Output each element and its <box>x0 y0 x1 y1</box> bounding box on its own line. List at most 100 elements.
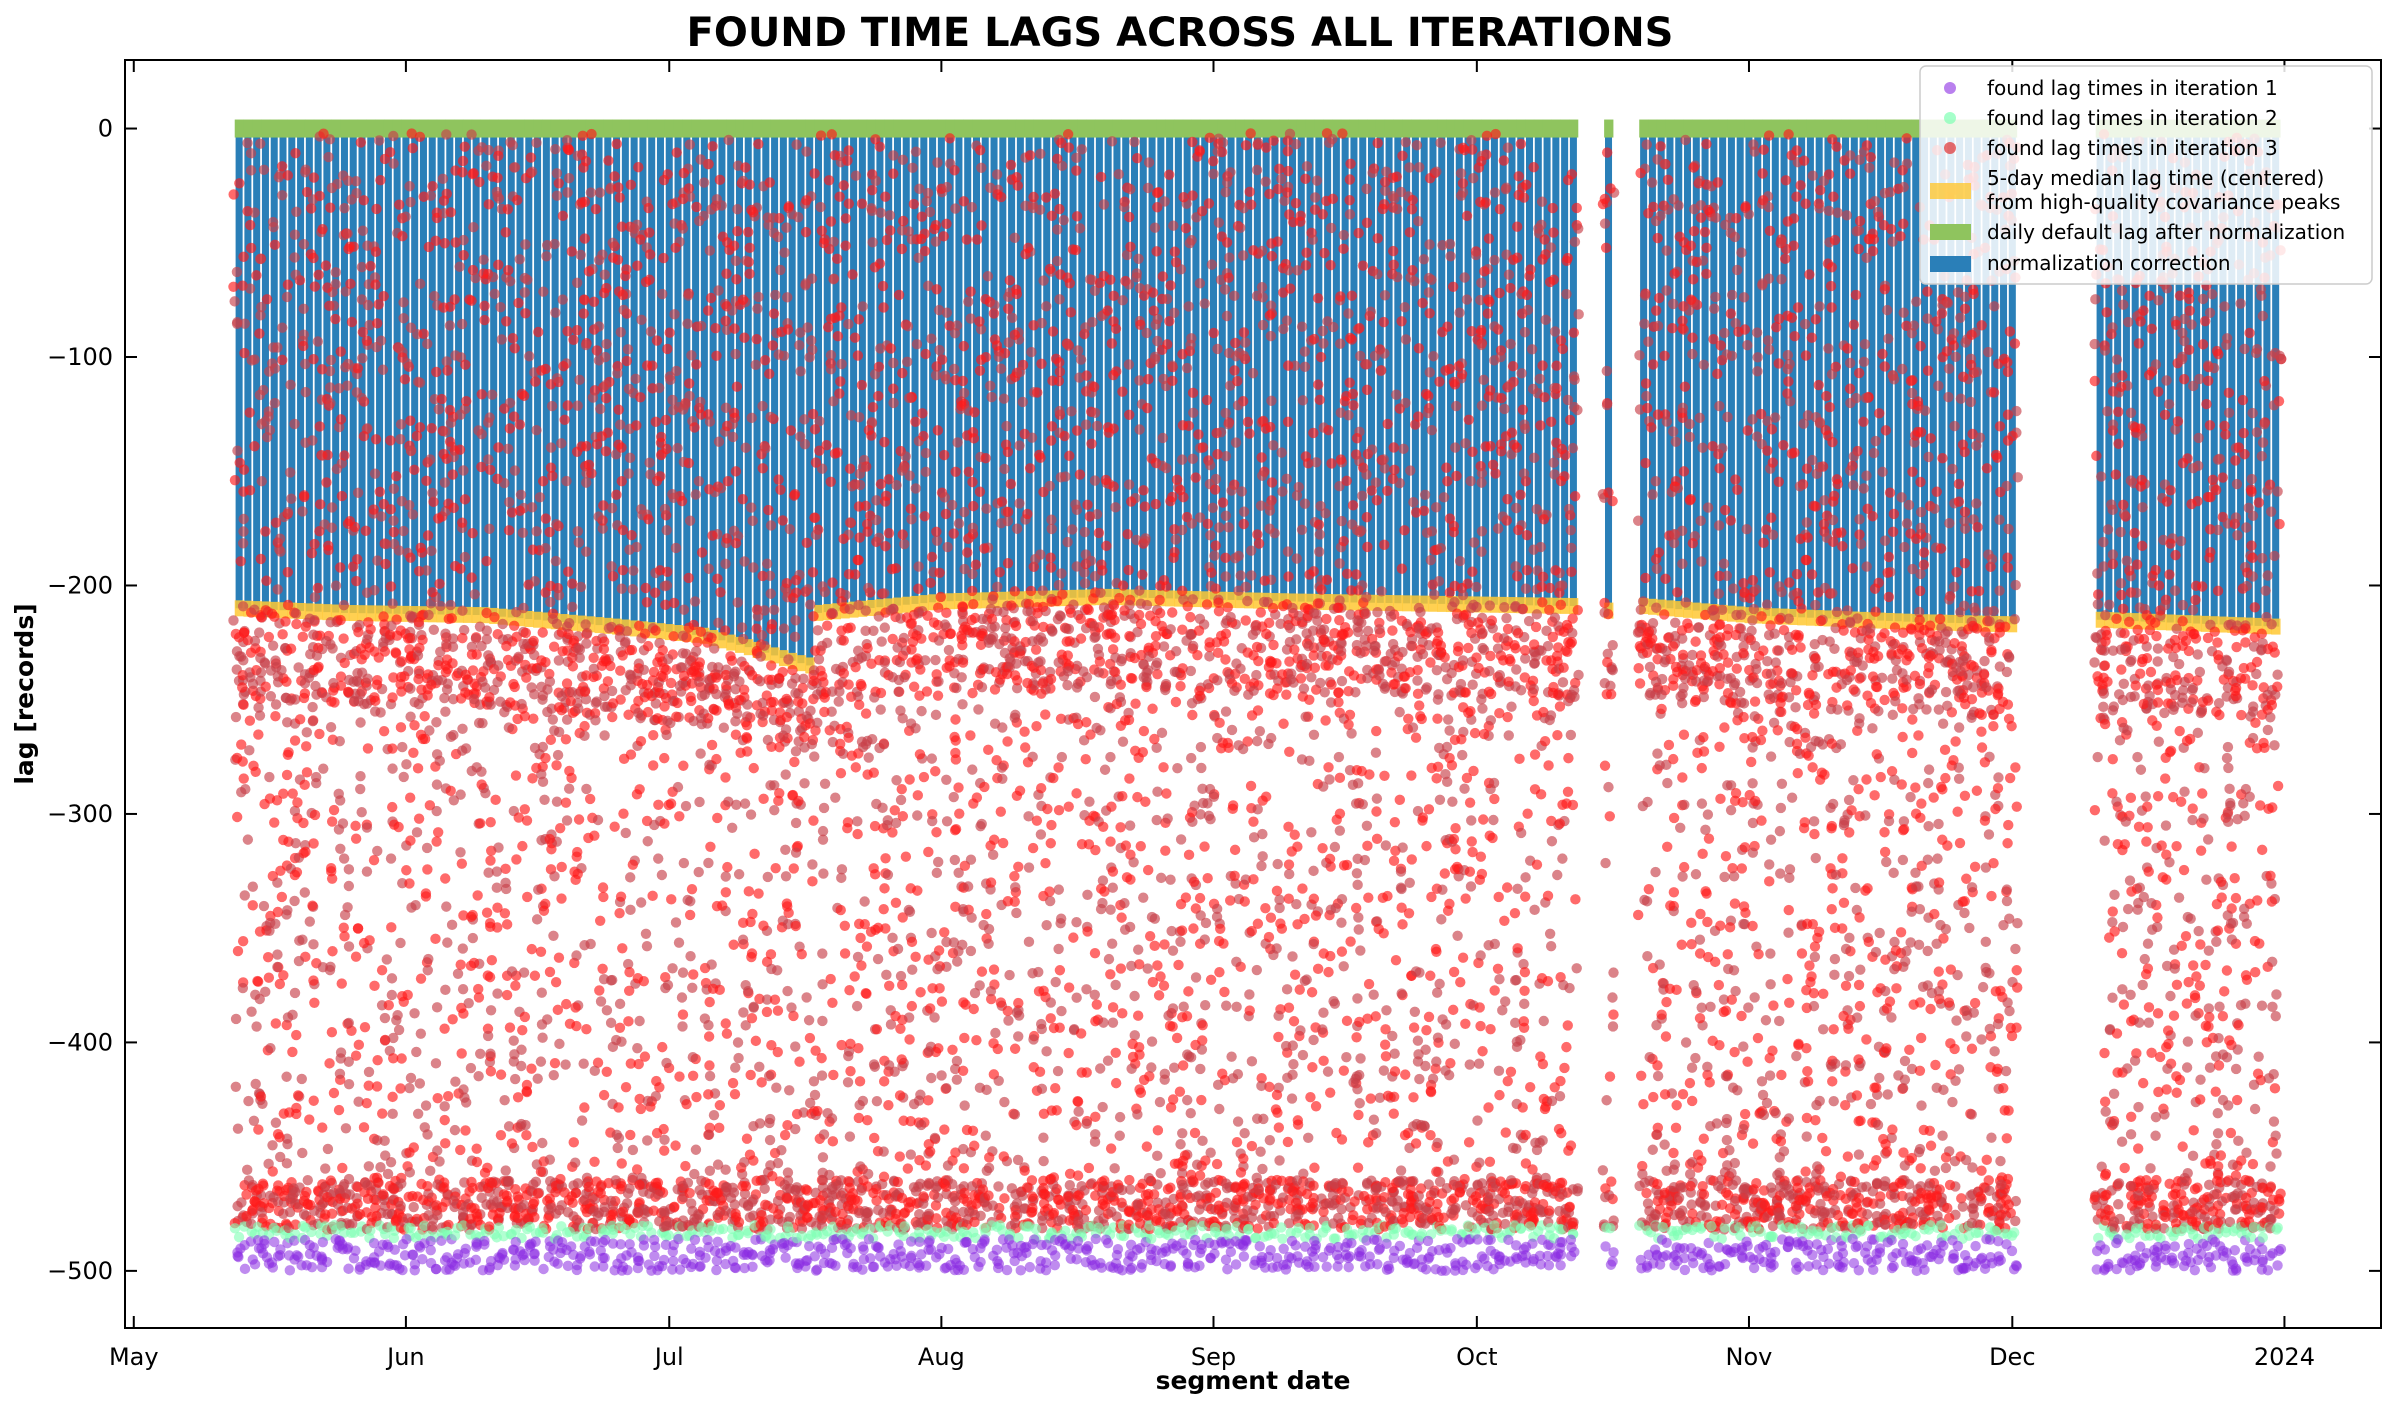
iteration-3-point <box>323 540 334 552</box>
iteration-3-point <box>594 985 605 996</box>
iteration-3-point <box>526 1063 537 1074</box>
iteration-3-point <box>827 1136 839 1147</box>
iteration-3-point <box>493 150 504 161</box>
iteration-3-point <box>888 150 899 161</box>
correction-bar <box>1245 128 1253 601</box>
iteration-1-point <box>617 1261 629 1273</box>
iteration-3-point <box>579 233 590 244</box>
default-lag-bar <box>568 119 578 138</box>
correction-bar <box>1877 128 1885 621</box>
correction-bar <box>911 128 919 604</box>
iteration-3-point <box>835 376 846 387</box>
iteration-3-point <box>272 961 283 973</box>
iteration-3-point <box>714 174 726 186</box>
iteration-3-point <box>237 936 249 947</box>
correction-bar <box>1008 128 1016 600</box>
iteration-3-point <box>926 1072 937 1084</box>
iteration-3-point <box>600 653 611 665</box>
default-lag-bar <box>1182 119 1193 138</box>
iteration-3-point <box>297 1147 308 1159</box>
iteration-3-point <box>808 815 819 826</box>
iteration-2-point <box>405 1222 416 1234</box>
iteration-3-point <box>508 1035 519 1046</box>
iteration-3-point <box>684 378 695 389</box>
iteration-3-point <box>492 988 503 999</box>
iteration-3-point <box>659 752 670 764</box>
iteration-3-point <box>614 907 625 919</box>
iteration-3-point <box>404 1167 416 1178</box>
iteration-3-point <box>395 1083 406 1094</box>
iteration-3-point <box>905 1196 917 1207</box>
iteration-3-point <box>486 955 498 966</box>
correction-bar <box>472 128 480 616</box>
iteration-3-point <box>312 582 324 594</box>
iteration-3-point <box>854 1099 865 1111</box>
iteration-3-point <box>412 763 424 774</box>
iteration-3-point <box>615 326 626 338</box>
correction-bar <box>235 128 243 609</box>
correction-bar <box>1736 128 1744 615</box>
iteration-3-point <box>720 887 732 898</box>
iteration-1-point <box>804 1240 815 1252</box>
median-lag-bar <box>1367 594 1377 611</box>
iteration-3-point <box>910 146 922 157</box>
iteration-3-point <box>536 655 547 666</box>
iteration-3-point <box>518 967 530 978</box>
iteration-3-point <box>910 483 921 494</box>
iteration-3-point <box>770 289 781 301</box>
iteration-3-point <box>720 315 731 327</box>
iteration-3-point <box>244 715 256 726</box>
iteration-3-point <box>829 150 841 161</box>
iteration-3-point <box>247 881 259 892</box>
iteration-3-point <box>876 636 887 647</box>
iteration-1-point <box>284 1265 296 1276</box>
iteration-3-point <box>441 129 452 140</box>
iteration-3-point <box>891 775 902 786</box>
iteration-3-point <box>799 778 810 789</box>
iteration-3-point <box>323 151 334 163</box>
default-lag-bar <box>594 119 604 138</box>
iteration-3-point <box>836 1039 847 1051</box>
iteration-3-point <box>696 320 707 332</box>
iteration-3-point <box>703 1031 715 1042</box>
iteration-3-point <box>254 926 266 937</box>
iteration-3-point <box>395 433 406 445</box>
iteration-3-point <box>456 1048 467 1059</box>
iteration-3-point <box>689 422 700 433</box>
iteration-3-point <box>702 158 713 170</box>
median-lag-bar <box>383 605 394 622</box>
iteration-3-point <box>859 896 870 907</box>
iteration-3-point <box>428 624 440 635</box>
iteration-3-point <box>545 596 556 608</box>
iteration-3-point <box>291 1108 302 1120</box>
iteration-3-point <box>897 979 908 991</box>
iteration-3-point <box>528 713 539 724</box>
median-lag-bar <box>1674 601 1684 618</box>
iteration-3-point <box>905 503 917 515</box>
iteration-3-point <box>819 706 830 718</box>
iteration-3-point <box>929 1012 940 1023</box>
iteration-3-point <box>228 615 239 626</box>
iteration-3-point <box>720 688 731 700</box>
iteration-3-point <box>618 808 629 819</box>
iteration-3-point <box>405 415 416 426</box>
iteration-3-point <box>385 1156 397 1168</box>
iteration-3-point <box>432 827 444 838</box>
iteration-3-point <box>579 940 590 951</box>
default-lag-bar <box>664 119 675 138</box>
iteration-3-point <box>738 1007 749 1018</box>
iteration-3-point <box>931 827 942 838</box>
iteration-3-point <box>485 1048 496 1059</box>
iteration-3-point <box>617 650 628 661</box>
iteration-3-point <box>568 1137 579 1148</box>
iteration-3-point <box>863 1207 874 1218</box>
median-lag-bar <box>1876 612 1886 629</box>
iteration-3-point <box>759 1183 770 1194</box>
iteration-2-point <box>233 1231 245 1243</box>
iteration-3-point <box>241 1189 252 1200</box>
iteration-3-point <box>703 1020 714 1031</box>
iteration-3-point <box>405 552 416 563</box>
iteration-3-point <box>566 246 578 257</box>
iteration-1-point <box>275 1244 286 1255</box>
